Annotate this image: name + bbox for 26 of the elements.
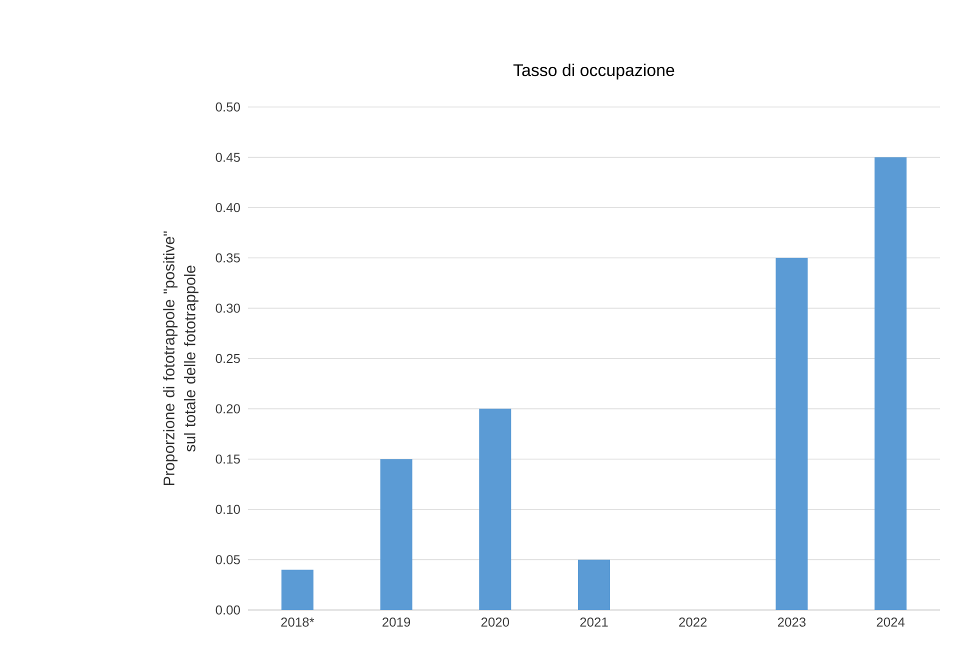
y-tick-label: 0.25 bbox=[216, 354, 240, 364]
bar bbox=[776, 258, 808, 610]
x-tick-label: 2019 bbox=[382, 618, 410, 627]
y-tick-label: 0.05 bbox=[216, 555, 240, 564]
y-tick-label: 0.50 bbox=[216, 102, 240, 112]
chart-title: Tasso di occupazione bbox=[513, 64, 674, 80]
bar bbox=[479, 408, 512, 610]
y-tick-label: 0.45 bbox=[216, 152, 240, 162]
x-tick-label: 2018* bbox=[281, 618, 314, 627]
x-tick-label: 2022 bbox=[679, 618, 707, 627]
y-tick-label: 0.20 bbox=[216, 404, 240, 414]
bar bbox=[380, 459, 412, 610]
y-tick-label: 0.40 bbox=[216, 203, 240, 212]
y-tick-label: 0.15 bbox=[216, 454, 240, 464]
x-tick-label: 2023 bbox=[778, 618, 806, 627]
bar bbox=[578, 560, 610, 610]
bar bbox=[874, 157, 907, 610]
x-tick-label: 2021 bbox=[580, 618, 608, 627]
bar bbox=[281, 570, 314, 610]
y-tick-label: 0.30 bbox=[216, 304, 240, 313]
y-tick-label: 0.10 bbox=[216, 504, 240, 514]
y-axis-title: Proporzione di fototrappole "positive" sul totale delle fototrappole bbox=[163, 231, 198, 486]
x-tick-label: 2024 bbox=[876, 618, 905, 627]
y-tick-label: 0.00 bbox=[216, 605, 240, 615]
y-tick-label: 0.35 bbox=[216, 253, 240, 262]
x-tick-label: 2020 bbox=[481, 618, 510, 627]
